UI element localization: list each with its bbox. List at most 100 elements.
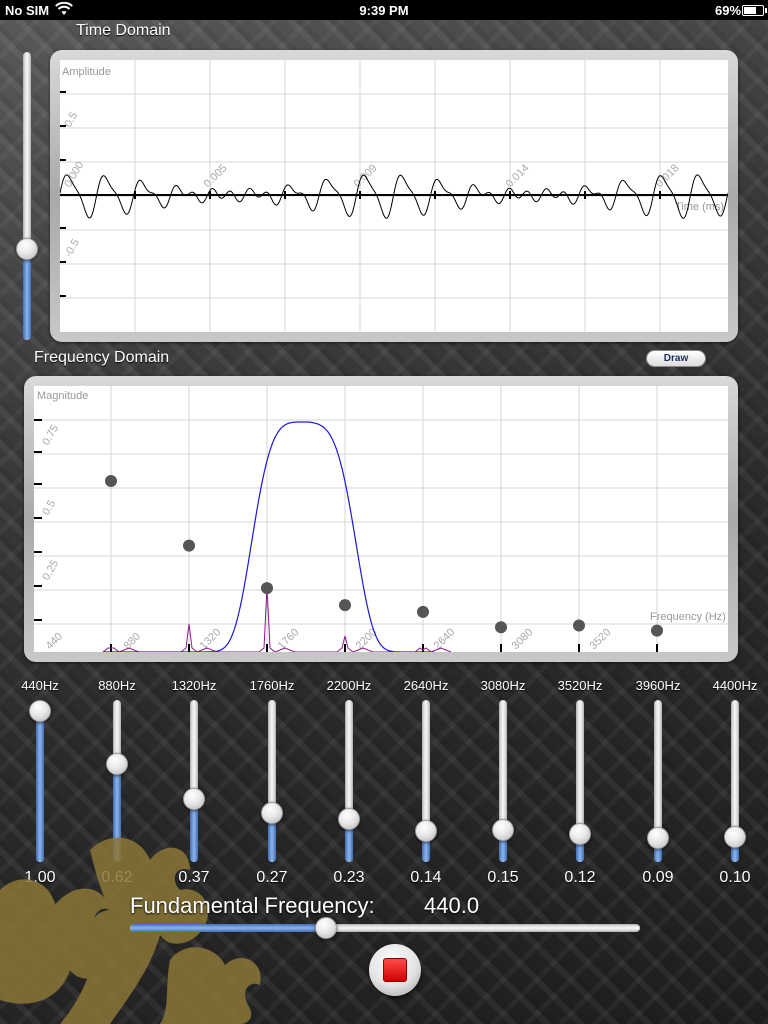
- frequency-domain-panel: Magnitude Frequency (Hz) 0.75 0.5 0.25 4…: [24, 376, 738, 662]
- battery-icon: [742, 5, 767, 16]
- harmonic-slider[interactable]: [492, 700, 514, 862]
- harmonic-slider[interactable]: [183, 700, 205, 862]
- harmonic-slider-track: [731, 700, 739, 862]
- harmonic-slider-fill: [190, 799, 198, 862]
- frequency-tick-label: 2640: [432, 626, 458, 652]
- magnitude-axis-label: Magnitude: [37, 390, 88, 402]
- harmonic-frequency-label: 1760Hz: [249, 678, 295, 693]
- time-tick-label: 0.005: [202, 162, 230, 190]
- harmonic-frequency-label: 2640Hz: [403, 678, 449, 693]
- frequency-axis-ticks: [34, 419, 658, 652]
- frequency-tick-label: 440: [44, 631, 65, 652]
- amplitude-slider-fill: [23, 249, 31, 340]
- harmonic-level-value: 0.15: [487, 869, 519, 886]
- harmonic-slider-fill: [345, 818, 353, 862]
- amplitude-slider[interactable]: [16, 52, 38, 340]
- frequency-domain-plot: Magnitude Frequency (Hz) 0.75 0.5 0.25 4…: [34, 386, 728, 652]
- harmonic-magnitude-point: [105, 475, 117, 487]
- waveform-line: [60, 174, 728, 219]
- magnitude-tick-label: 0.5: [40, 498, 58, 517]
- harmonic-frequency-label: 3520Hz: [557, 678, 603, 693]
- harmonic-frequency-label: 880Hz: [98, 678, 136, 693]
- battery-percent: 69%: [715, 3, 742, 18]
- harmonic-slider-track: [499, 700, 507, 862]
- magnitude-tick-label: 0.75: [40, 423, 61, 448]
- draw-button[interactable]: Draw: [646, 350, 706, 367]
- fundamental-slider-fill: [130, 924, 327, 932]
- time-domain-plot: Amplitude Time (ms) 0.5 0.000 -0.5 0.005…: [60, 60, 728, 332]
- harmonic-slider[interactable]: [261, 700, 283, 862]
- harmonic-level-value: 0.27: [256, 869, 288, 886]
- status-bar: No SIM 9:39 PM 69%: [0, 0, 768, 20]
- carrier-label: No SIM: [5, 3, 50, 18]
- harmonic-slider-fill: [654, 838, 662, 862]
- harmonic-magnitude-point: [183, 539, 195, 552]
- frequency-domain-chart: Magnitude Frequency (Hz) 0.75 0.5 0.25 4…: [34, 386, 728, 652]
- harmonic-slider-thumb[interactable]: [29, 700, 51, 722]
- harmonic-magnitude-point: [651, 624, 663, 637]
- harmonic-magnitude-point: [495, 621, 507, 634]
- amplitude-slider-track: [23, 52, 31, 340]
- harmonic-level-value: 0.10: [719, 869, 751, 886]
- harmonic-level-value: 0.14: [410, 869, 442, 886]
- amplitude-axis-label: Amplitude: [62, 66, 111, 78]
- harmonic-slider[interactable]: [569, 700, 591, 862]
- time-tick-label: 0.014: [504, 162, 532, 190]
- harmonic-frequency-label: 3960Hz: [635, 678, 681, 693]
- harmonic-magnitude-point: [339, 599, 351, 612]
- harmonic-magnitude-point: [417, 605, 429, 618]
- harmonic-slider-fill: [422, 831, 430, 862]
- fundamental-frequency-slider[interactable]: [130, 917, 640, 939]
- frequency-tick-label: 2200: [354, 626, 380, 652]
- harmonic-frequency-label: 2200Hz: [326, 678, 372, 693]
- harmonic-level-value: 0.23: [333, 869, 365, 886]
- harmonic-markers: [105, 475, 663, 637]
- harmonic-slider-thumb[interactable]: [183, 788, 205, 811]
- harmonic-slider-track: [345, 700, 353, 862]
- harmonic-slider-thumb[interactable]: [261, 802, 283, 825]
- fundamental-frequency-label: Fundamental Frequency:: [130, 893, 375, 918]
- harmonic-level-value: 0.37: [178, 869, 210, 886]
- harmonic-slider-thumb[interactable]: [338, 807, 360, 830]
- harmonic-slider[interactable]: [415, 700, 437, 862]
- frequency-tick-label: 1760: [276, 626, 302, 652]
- amplitude-slider-thumb[interactable]: [16, 238, 38, 261]
- harmonic-frequency-label: 1320Hz: [171, 678, 217, 693]
- harmonic-slider-thumb[interactable]: [492, 819, 514, 841]
- fundamental-slider-track: [130, 924, 640, 932]
- frequency-domain-title: Frequency Domain: [34, 349, 170, 366]
- magnitude-tick-label: 0.25: [40, 558, 61, 583]
- harmonic-slider-track: [422, 700, 430, 862]
- harmonic-frequency-label: 4400Hz: [712, 678, 758, 693]
- harmonic-magnitude-point: [261, 582, 273, 595]
- harmonic-slider-fill: [268, 813, 276, 862]
- harmonic-slider[interactable]: [338, 700, 360, 862]
- fundamental-slider-thumb[interactable]: [315, 917, 338, 939]
- spectrum-envelope-line: [104, 421, 434, 652]
- harmonic-slider-track: [190, 700, 198, 862]
- harmonic-slider-thumb[interactable]: [415, 820, 437, 843]
- harmonic-slider-thumb[interactable]: [647, 827, 669, 850]
- stop-icon: [383, 958, 407, 982]
- harmonic-slider-thumb[interactable]: [724, 826, 746, 848]
- filtered-spectrum-line: [102, 586, 452, 652]
- harmonic-slider-thumb[interactable]: [106, 753, 128, 776]
- time-domain-chart: Amplitude Time (ms) 0.5 0.000 -0.5 0.005…: [60, 60, 728, 332]
- harmonic-slider-thumb[interactable]: [569, 823, 591, 846]
- harmonic-slider[interactable]: [724, 700, 746, 862]
- harmonic-slider[interactable]: [106, 700, 128, 862]
- stop-button[interactable]: [369, 944, 421, 996]
- harmonic-slider-track: [576, 700, 584, 862]
- harmonic-level-value: 0.12: [564, 869, 596, 886]
- harmonic-slider[interactable]: [29, 700, 51, 862]
- harmonic-slider-fill: [499, 830, 507, 862]
- harmonic-level-value: 0.09: [642, 869, 674, 886]
- fundamental-frequency-value: 440.0: [424, 893, 480, 918]
- wifi-icon: [55, 1, 73, 19]
- harmonic-slider[interactable]: [647, 700, 669, 862]
- harmonic-frequency-label: 440Hz: [21, 678, 59, 693]
- time-domain-panel: Amplitude Time (ms) 0.5 0.000 -0.5 0.005…: [50, 50, 738, 342]
- harmonic-slider-fill: [113, 764, 121, 862]
- time-domain-title: Time Domain: [76, 22, 171, 39]
- amplitude-tick-label: -0.5: [62, 237, 82, 259]
